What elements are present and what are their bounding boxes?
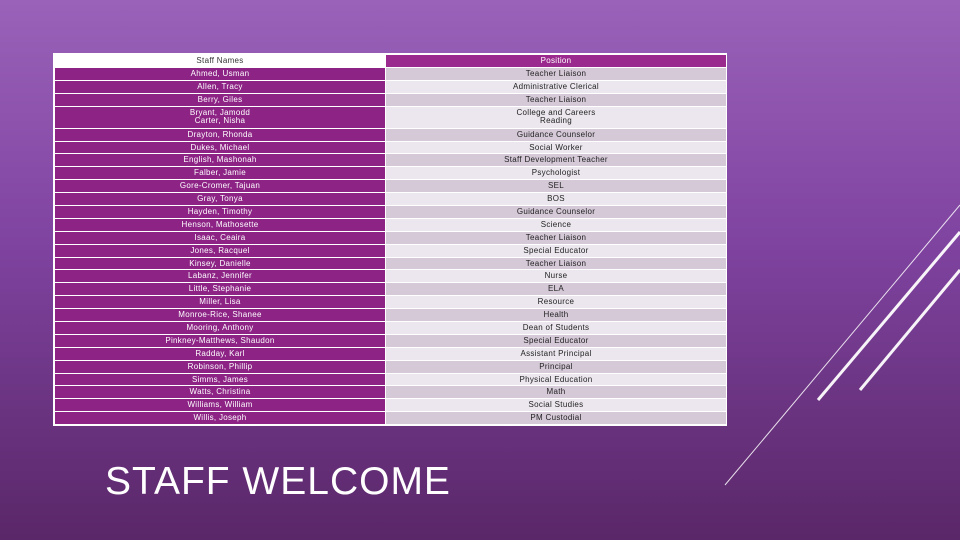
position-cell: Special Educator: [386, 244, 726, 257]
table-row: Kinsey, Danielle Teacher Liaison: [55, 257, 726, 270]
staff-name-cell: Jones, Racquel: [55, 244, 385, 257]
position-cell: Dean of Students: [386, 322, 726, 334]
staff-table-container: Staff Names Position Ahmed, Usman Teacher…: [53, 53, 727, 426]
position-cell: BOS: [386, 193, 726, 206]
staff-table-body: Ahmed, Usman Teacher Liaison Allen, Tracy A…: [55, 68, 726, 425]
position-cell: Psychologist: [386, 167, 726, 180]
table-row: Dukes, Michael Social Worker: [55, 141, 726, 154]
staff-name-cell: Watts, Christina: [55, 386, 385, 399]
staff-name-cell: Henson, Mathosette: [55, 218, 385, 231]
staff-name-cell: Robinson, Phillip: [55, 360, 385, 373]
table-row: Gray, Tonya BOS: [55, 193, 726, 206]
staff-name-cell: Allen, Tracy: [55, 80, 385, 93]
table-row: Henson, Mathosette Science: [55, 218, 726, 231]
thin-diagonal-line: [724, 204, 960, 486]
thick-diagonal-line-2: [858, 269, 960, 391]
table-row: Little, Stephanie ELA: [55, 283, 726, 296]
header-position: Position: [386, 55, 726, 67]
staff-name-cell: Kinsey, Danielle: [55, 257, 385, 270]
staff-name-cell: English, Mashonah: [55, 154, 385, 167]
staff-name-cell: Isaac, Ceaira: [55, 231, 385, 244]
table-row: Allen, Tracy Administrative Clerical: [55, 80, 726, 93]
staff-name-cell: Miller, Lisa: [55, 296, 385, 309]
position-cell: PM Custodial: [386, 412, 726, 425]
position-cell: Health: [386, 309, 726, 322]
position-cell: SEL: [386, 180, 726, 193]
staff-name-cell: Monroe-Rice, Shanee: [55, 309, 385, 322]
table-row: Berry, Giles Teacher Liaison: [55, 93, 726, 106]
position-cell: Staff Development Teacher: [386, 154, 726, 167]
position-cell: Guidance Counselor: [386, 206, 726, 218]
position-cell: Teacher Liaison: [386, 257, 726, 270]
table-row: Mooring, Anthony Dean of Students: [55, 322, 726, 334]
position-cell: College and Careers Reading: [386, 106, 726, 128]
table-row: Miller, Lisa Resource: [55, 296, 726, 309]
position-cell: Teacher Liaison: [386, 93, 726, 106]
position-cell: Social Worker: [386, 141, 726, 154]
staff-name-cell: Simms, James: [55, 373, 385, 386]
staff-name-cell: Willis, Joseph: [55, 412, 385, 425]
table-row: Hayden, Timothy Guidance Counselor: [55, 206, 726, 218]
position-cell: Social Studies: [386, 399, 726, 412]
table-row: Isaac, Ceaira Teacher Liaison: [55, 231, 726, 244]
staff-name-cell: Labanz, Jennifer: [55, 270, 385, 283]
table-row: Williams, William Social Studies: [55, 399, 726, 412]
table-row: Ahmed, Usman Teacher Liaison: [55, 68, 726, 80]
staff-name-cell: Hayden, Timothy: [55, 206, 385, 218]
slide-title: STAFF WELCOME: [105, 460, 451, 503]
staff-name-cell: Radday, Karl: [55, 347, 385, 360]
staff-name-cell: Dukes, Michael: [55, 141, 385, 154]
position-cell: Science: [386, 218, 726, 231]
table-row: Gore-Cromer, Tajuan SEL: [55, 180, 726, 193]
staff-name-cell: Gore-Cromer, Tajuan: [55, 180, 385, 193]
position-cell: Guidance Counselor: [386, 128, 726, 141]
position-cell: Assistant Principal: [386, 347, 726, 360]
position-cell: Math: [386, 386, 726, 399]
table-row: Falber, Jamie Psychologist: [55, 167, 726, 180]
header-staff-names: Staff Names: [55, 55, 385, 67]
position-cell: Resource: [386, 296, 726, 309]
table-row: English, Mashonah Staff Development Teach…: [55, 154, 726, 167]
position-cell: Administrative Clerical: [386, 80, 726, 93]
staff-name-cell: Williams, William: [55, 399, 385, 412]
table-row: Radday, Karl Assistant Principal: [55, 347, 726, 360]
table-row: Jones, Racquel Special Educator: [55, 244, 726, 257]
staff-name-cell: Pinkney-Matthews, Shaudon: [55, 334, 385, 347]
table-row: Bryant, Jamodd Carter, Nisha College and C…: [55, 106, 726, 128]
position-cell: Physical Education: [386, 373, 726, 386]
position-cell: Nurse: [386, 270, 726, 283]
staff-name-cell: Bryant, Jamodd Carter, Nisha: [55, 106, 385, 128]
table-row: Robinson, Phillip Principal: [55, 360, 726, 373]
position-cell: Teacher Liaison: [386, 68, 726, 80]
staff-name-cell: Ahmed, Usman: [55, 68, 385, 80]
table-row: Drayton, Rhonda Guidance Counselor: [55, 128, 726, 141]
table-row: Pinkney-Matthews, Shaudon Special Educato…: [55, 334, 726, 347]
staff-table: Staff Names Position Ahmed, Usman Teacher…: [54, 54, 727, 425]
staff-name-cell: Berry, Giles: [55, 93, 385, 106]
position-cell: Principal: [386, 360, 726, 373]
staff-name-cell: Falber, Jamie: [55, 167, 385, 180]
staff-name-cell: Drayton, Rhonda: [55, 128, 385, 141]
staff-name-cell: Gray, Tonya: [55, 193, 385, 206]
table-row: Monroe-Rice, Shanee Health: [55, 309, 726, 322]
staff-name-cell: Little, Stephanie: [55, 283, 385, 296]
position-cell: ELA: [386, 283, 726, 296]
table-row: Labanz, Jennifer Nurse: [55, 270, 726, 283]
table-row: Watts, Christina Math: [55, 386, 726, 399]
position-cell: Special Educator: [386, 334, 726, 347]
table-row: Willis, Joseph PM Custodial: [55, 412, 726, 425]
thick-diagonal-line: [816, 231, 960, 401]
position-cell: Teacher Liaison: [386, 231, 726, 244]
table-row: Simms, James Physical Education: [55, 373, 726, 386]
staff-name-cell: Mooring, Anthony: [55, 322, 385, 334]
